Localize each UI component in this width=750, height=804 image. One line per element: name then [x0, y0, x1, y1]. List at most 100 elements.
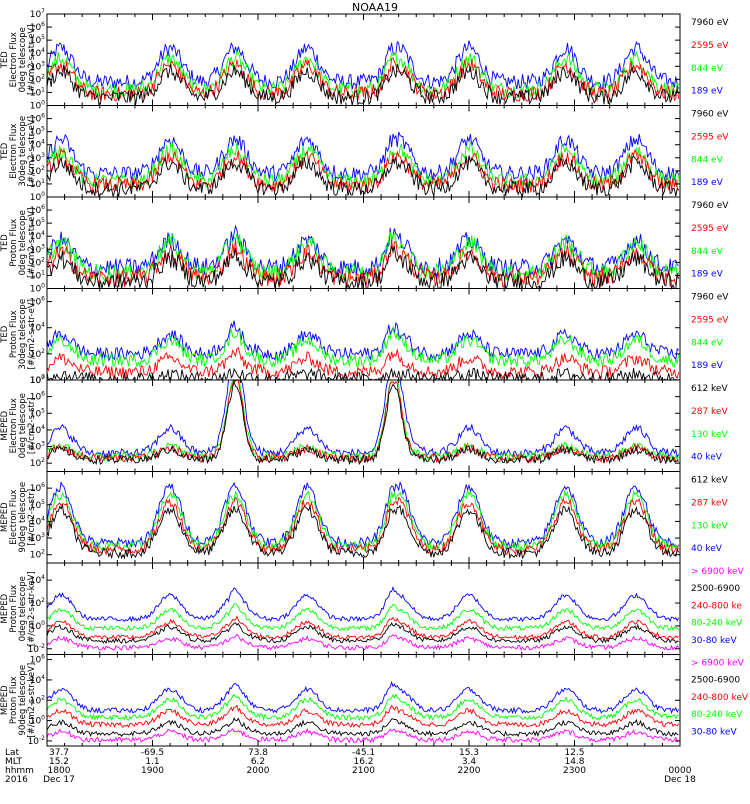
y-tick-label: 102	[30, 256, 45, 268]
legend-entry: 287 keV	[691, 498, 728, 508]
series-612-kev	[46, 379, 679, 466]
legend-entry: 240-800 keV	[691, 693, 749, 703]
y-axis-label: MEPEDElectron Flux90deg telescope[#/cm2-…	[0, 482, 37, 553]
series-30-80-kev	[46, 680, 679, 715]
legend-entry: 612 keV	[691, 384, 728, 394]
y-axis-label: TEDProton Flux30deg telescope[#/cm2-s-st…	[0, 299, 37, 370]
series-612-kev	[46, 503, 680, 560]
legend-entry: 2595 eV	[691, 224, 729, 234]
y-tick-label: 102	[30, 165, 45, 177]
y-tick-label: 101	[30, 86, 45, 98]
y-tick-label: 100	[30, 100, 45, 112]
y-tick-label: 102	[30, 457, 45, 469]
legend-entry: 7960 eV	[691, 201, 729, 211]
legend-entry: 7960 eV	[691, 18, 729, 28]
legend-entry: 612 keV	[691, 476, 728, 486]
y-tick-label: 104	[30, 47, 45, 59]
x-tick-label: 1800	[48, 766, 71, 776]
x-row-label: Lat	[5, 748, 20, 758]
panel-frame	[46, 654, 681, 747]
y-tick-label: 105	[30, 126, 45, 138]
x-tick-label: Dec 17	[43, 775, 75, 785]
series-287-kev	[46, 496, 679, 556]
y-tick-label: 103	[30, 243, 45, 255]
legend-entry: 844 eV	[691, 155, 724, 165]
y-tick-label: 100	[30, 283, 45, 295]
x-tick-label: 3.4	[462, 757, 477, 767]
x-tick-label: Dec 18	[664, 775, 696, 785]
y-tick-label: 103	[30, 441, 45, 453]
panel-frame	[46, 562, 681, 655]
y-tick-label: 102	[30, 597, 45, 609]
x-tick-label: 6.2	[251, 757, 265, 767]
y-tick-label: 103	[30, 152, 45, 164]
y-tick-label: 102	[30, 694, 45, 706]
x-tick-label: 12.5	[564, 748, 584, 758]
y-tick-label: 100	[30, 191, 45, 203]
x-row-label: 2016	[5, 775, 28, 785]
y-tick-label: 102	[30, 348, 45, 360]
legend-entry: 189 eV	[691, 87, 724, 97]
legend-entry: 189 eV	[691, 361, 724, 371]
x-tick-label: 14.8	[564, 757, 584, 767]
y-tick-label: 106	[30, 204, 45, 216]
series-2500-6900	[46, 717, 679, 738]
legend-entry: 7960 eV	[691, 110, 729, 120]
panel-5: 102 103 104 105 106 107 MEPEDElectron Flux0deg…	[0, 374, 728, 472]
series-2500-6900	[46, 622, 679, 645]
legend-entry: 189 eV	[691, 178, 724, 188]
x-tick-label: 1.1	[145, 757, 159, 767]
y-tick-label: 104	[30, 574, 45, 586]
legend-entry: 130 keV	[691, 430, 728, 440]
y-tick-label: 105	[30, 34, 45, 46]
x-tick-label: 2300	[563, 766, 586, 776]
series--6900-kev	[46, 633, 679, 651]
y-tick-label: 100	[30, 620, 45, 632]
y-tick-label: 106	[30, 482, 45, 494]
y-tick-label: 105	[30, 499, 45, 511]
y-tick-label: 106	[30, 21, 45, 33]
y-axis-label: MEPEDElectron Flux0deg telescope[#/cm2-s…	[0, 393, 37, 458]
y-tick-label: 102	[30, 549, 45, 561]
series-7960-ev	[46, 155, 679, 199]
x-tick-label: 2200	[458, 766, 481, 776]
y-axis-label: TEDProton Flux0deg telescope[#/cm2-s-str…	[0, 208, 37, 278]
series-40-kev	[46, 480, 680, 550]
legend-entry: 844 eV	[691, 247, 724, 257]
x-tick-label: 1900	[141, 766, 164, 776]
y-tick-label: 104	[30, 230, 45, 242]
x-row-label: hhmm	[5, 766, 34, 776]
y-tick-label: 107	[30, 8, 45, 20]
y-tick-label: 104	[30, 515, 45, 527]
y-tick-label: 104	[30, 424, 45, 436]
y-tick-label: 105	[30, 217, 45, 229]
series-189-ev	[46, 131, 680, 183]
y-tick-label: 100	[30, 374, 45, 386]
legend-entry: 2595 eV	[691, 132, 729, 142]
legend-entry: 40 keV	[691, 453, 723, 463]
series-287-kev	[46, 379, 679, 464]
legend-entry: 80-240 keV	[691, 619, 743, 629]
y-axis-label: MEPEDProton Flux0deg telescope[#/cm2-s-s…	[0, 571, 37, 646]
y-axis-label: MEPEDProton Flux90deg telescope[#/cm2-s-…	[0, 663, 37, 738]
x-tick-label: 16.2	[353, 757, 373, 767]
y-tick-label: 101	[30, 269, 45, 281]
legend-entry: 30-80 keV	[691, 636, 737, 646]
y-tick-label: 103	[30, 532, 45, 544]
legend-entry: 2500-6900	[691, 584, 740, 594]
x-tick-label: -69.5	[141, 748, 164, 758]
series-240-800-kev	[46, 704, 679, 729]
series-30-80-kev	[46, 585, 680, 623]
x-tick-label: 2000	[247, 766, 270, 776]
x-tick-label: -45.1	[352, 748, 375, 758]
y-tick-label: 100	[30, 715, 45, 727]
series-7960-ev	[46, 63, 680, 107]
legend-entry: 844 eV	[691, 64, 724, 74]
y-tick-label: 106	[30, 654, 45, 666]
x-tick-label: 15.2	[49, 757, 69, 767]
